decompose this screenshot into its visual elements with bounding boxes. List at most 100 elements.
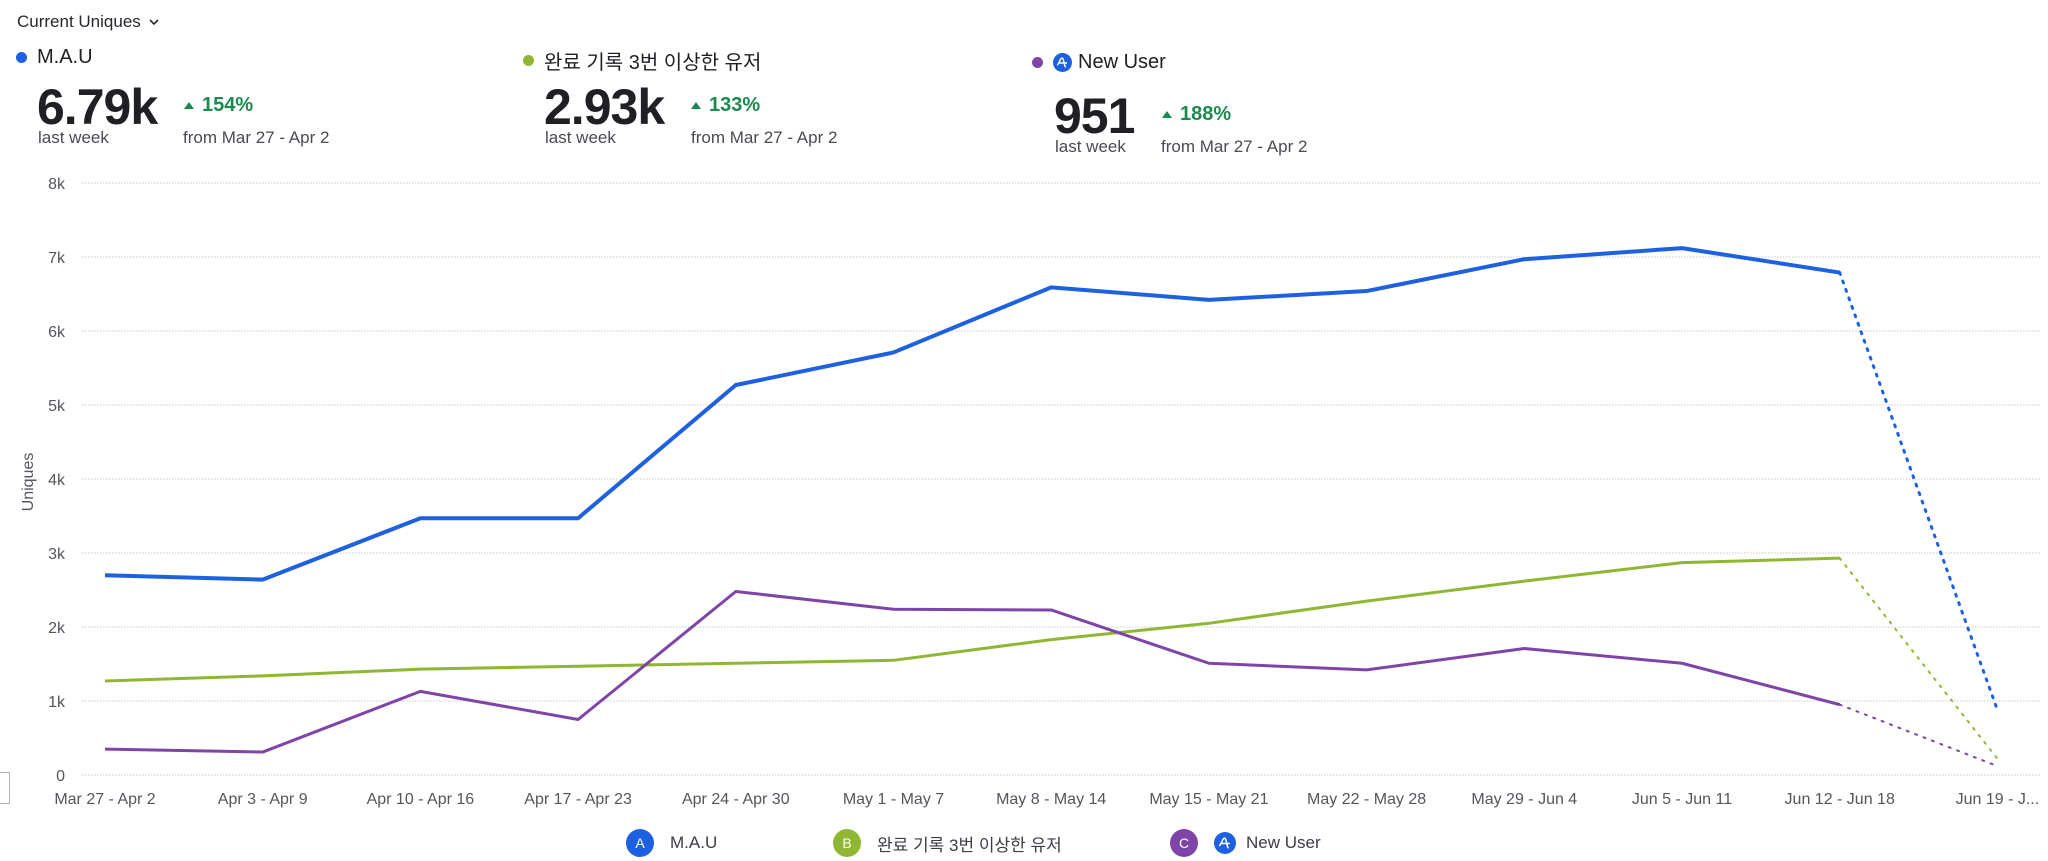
- chart-legend: A M.A.U B 완료 기록 3번 이상한 유저 C New User: [0, 829, 2048, 859]
- line-chart: 0 1k 2k 3k 4k 5k 6k 7k 8k Uniques Mar 27 - Apr 2…: [20, 176, 2040, 808]
- data-point[interactable]: [1991, 760, 2003, 772]
- data-point[interactable]: [1203, 657, 1215, 669]
- data-point[interactable]: [257, 670, 269, 682]
- data-point[interactable]: [1361, 595, 1373, 607]
- data-point[interactable]: [1834, 699, 1846, 711]
- kpi-change: 133%: [691, 94, 760, 117]
- series-completed-3plus[interactable]: [99, 552, 2003, 765]
- series-lines: [99, 242, 2003, 772]
- series-line[interactable]: [104, 556, 1840, 683]
- data-point[interactable]: [257, 574, 269, 586]
- y-tick-label: 2k: [48, 620, 66, 637]
- data-point[interactable]: [1518, 253, 1530, 265]
- data-point[interactable]: [1991, 704, 2003, 716]
- series-line[interactable]: [104, 589, 1841, 754]
- data-point[interactable]: [1045, 634, 1057, 646]
- data-point[interactable]: [1518, 575, 1530, 587]
- data-point[interactable]: [1045, 281, 1057, 293]
- x-tick-label: May 29 - Jun 4: [1471, 791, 1577, 808]
- series-line[interactable]: [104, 246, 1841, 582]
- y-tick-label: 3k: [48, 546, 66, 563]
- data-point[interactable]: [1203, 617, 1215, 629]
- data-point[interactable]: [99, 569, 111, 581]
- series-incomplete-segment[interactable]: [1838, 703, 1999, 768]
- legend-label: 완료 기록 3번 이상한 유저: [877, 835, 1062, 855]
- data-point[interactable]: [1676, 242, 1688, 254]
- series-new-user[interactable]: [99, 585, 2003, 772]
- series-color-dot: [523, 55, 534, 66]
- data-point[interactable]: [1676, 557, 1688, 569]
- legend-item-completed-3plus[interactable]: B 완료 기록 3번 이상한 유저: [833, 829, 1062, 857]
- data-point[interactable]: [572, 714, 584, 726]
- legend-label: M.A.U: [670, 833, 718, 852]
- x-tick-label: Apr 24 - Apr 30: [682, 791, 790, 808]
- data-point[interactable]: [888, 654, 900, 666]
- series-color-dot: [16, 52, 27, 63]
- data-point[interactable]: [888, 346, 900, 358]
- data-point[interactable]: [730, 585, 742, 597]
- series-mau[interactable]: [99, 242, 2003, 716]
- kpi-change-value: 133%: [709, 94, 761, 116]
- x-tick-label: May 1 - May 7: [843, 791, 944, 808]
- legend-item-mau[interactable]: A M.A.U: [626, 829, 717, 857]
- series-badge-a: A: [626, 829, 654, 857]
- kpi-change-value: 154%: [202, 94, 254, 116]
- arrow-up-icon: [1162, 111, 1172, 118]
- data-point[interactable]: [99, 743, 111, 755]
- data-point[interactable]: [572, 660, 584, 672]
- legend-item-new-user[interactable]: C New User: [1170, 829, 1321, 857]
- y-tick-label: 7k: [48, 250, 66, 267]
- amplitude-logo-icon: [1214, 832, 1236, 854]
- kpi-change: 154%: [184, 94, 253, 117]
- data-point[interactable]: [257, 746, 269, 758]
- data-point[interactable]: [1834, 552, 1846, 564]
- kpi-completed-3plus[interactable]: 완료 기록 3번 이상한 유저 2.93k 133% last week fro…: [523, 46, 1003, 156]
- data-point[interactable]: [1203, 294, 1215, 306]
- kpi-name: 완료 기록 3번 이상한 유저: [544, 52, 762, 74]
- series-color-dot: [1032, 57, 1043, 68]
- legend-label: New User: [1246, 833, 1321, 852]
- kpi-comparison: from Mar 27 - Apr 2: [1161, 137, 1308, 156]
- metric-selector-label: Current Uniques: [17, 12, 141, 31]
- data-point[interactable]: [1518, 642, 1530, 654]
- kpi-name: New User: [1078, 51, 1166, 73]
- series-badge-b: B: [833, 829, 861, 857]
- y-tick-label: 5k: [48, 398, 66, 415]
- series-incomplete-segment[interactable]: [1838, 271, 1999, 712]
- data-point[interactable]: [99, 675, 111, 687]
- kpi-new-user[interactable]: New User 951 188% last week from Mar 27 …: [1032, 51, 1512, 166]
- data-point[interactable]: [1834, 267, 1846, 279]
- kpi-change: 188%: [1162, 103, 1231, 126]
- collapsed-panel-handle[interactable]: [0, 772, 10, 804]
- arrow-up-icon: [184, 102, 194, 109]
- data-point[interactable]: [414, 512, 426, 524]
- x-tick-label: May 15 - May 21: [1149, 791, 1268, 808]
- x-axis-ticks: Mar 27 - Apr 2 Apr 3 - Apr 9 Apr 10 - Apr …: [54, 791, 2039, 808]
- series-badge-c: C: [1170, 829, 1198, 857]
- series-incomplete-segment[interactable]: [1838, 557, 1999, 760]
- kpi-value: 951: [1054, 88, 1135, 144]
- kpi-value: 2.93k: [544, 79, 665, 135]
- y-tick-label: 1k: [48, 694, 66, 711]
- kpi-value: 6.79k: [37, 79, 158, 135]
- y-tick-label: 8k: [48, 176, 66, 193]
- gridlines: [82, 182, 2040, 776]
- kpi-mau[interactable]: M.A.U 6.79k 154% last week from Mar 27 -…: [16, 46, 496, 156]
- data-point[interactable]: [1361, 664, 1373, 676]
- amplitude-logo-icon: [1053, 53, 1072, 72]
- data-point[interactable]: [414, 663, 426, 675]
- chevron-down-icon: [149, 19, 159, 26]
- data-point[interactable]: [1361, 285, 1373, 297]
- data-point[interactable]: [572, 512, 584, 524]
- x-tick-label: Jun 5 - Jun 11: [1632, 791, 1732, 808]
- data-point[interactable]: [414, 685, 426, 697]
- data-point[interactable]: [1045, 604, 1057, 616]
- data-point[interactable]: [1676, 657, 1688, 669]
- data-point[interactable]: [888, 603, 900, 615]
- x-tick-label: May 22 - May 28: [1307, 791, 1426, 808]
- arrow-up-icon: [691, 102, 701, 109]
- metric-selector-dropdown[interactable]: Current Uniques: [17, 12, 159, 32]
- y-axis-title: Uniques: [20, 453, 37, 512]
- data-point[interactable]: [730, 379, 742, 391]
- data-point[interactable]: [730, 657, 742, 669]
